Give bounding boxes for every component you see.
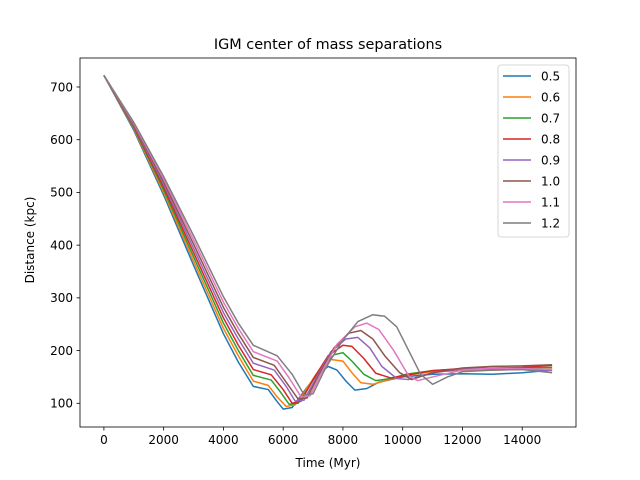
series-line-4 [103,75,553,405]
legend-label: 0.7 [541,111,560,125]
x-axis-label: Time (Myr) [295,456,361,470]
plot-frame [79,57,577,428]
y-tick-label: 200 [50,344,73,358]
legend-label: 0.5 [541,69,560,83]
y-tick-label: 700 [50,80,73,94]
legend-label: 0.6 [541,90,560,104]
series-line-8 [103,74,553,396]
legend-box [497,64,570,238]
y-tick-label: 300 [50,291,73,305]
x-tick-label: 6000 [268,433,299,447]
y-tick-label: 400 [50,238,73,252]
chart-title: IGM center of mass separations [214,37,442,53]
legend-label: 0.8 [541,132,560,146]
legend-label: 0.9 [541,153,560,167]
x-tick-label: 12000 [443,433,481,447]
y-axis-label: Distance (kpc) [23,197,37,284]
x-tick-label: 2000 [148,433,179,447]
x-tick-label: 10000 [384,433,422,447]
x-tick-label: 4000 [208,433,239,447]
series-line-6 [103,75,553,400]
x-axis-ticks: 0 2000 4000 6000 8000 10000 12000 14000 [100,427,541,447]
legend-label: 1.2 [541,216,560,230]
series-line-7 [103,75,553,398]
y-tick-label: 500 [50,186,73,200]
legend-label: 1.0 [541,174,560,188]
x-tick-label: 14000 [503,433,541,447]
y-tick-label: 600 [50,133,73,147]
plot-area [79,57,577,428]
legend: 0.5 0.6 0.7 0.8 0.9 1.0 1.1 1.2 [497,64,570,238]
legend-label: 1.1 [541,195,560,209]
x-tick-label: 0 [100,433,108,447]
y-axis-ticks: 100 200 300 400 500 600 700 [50,80,80,411]
y-tick-label: 100 [50,397,73,411]
x-tick-label: 8000 [328,433,359,447]
